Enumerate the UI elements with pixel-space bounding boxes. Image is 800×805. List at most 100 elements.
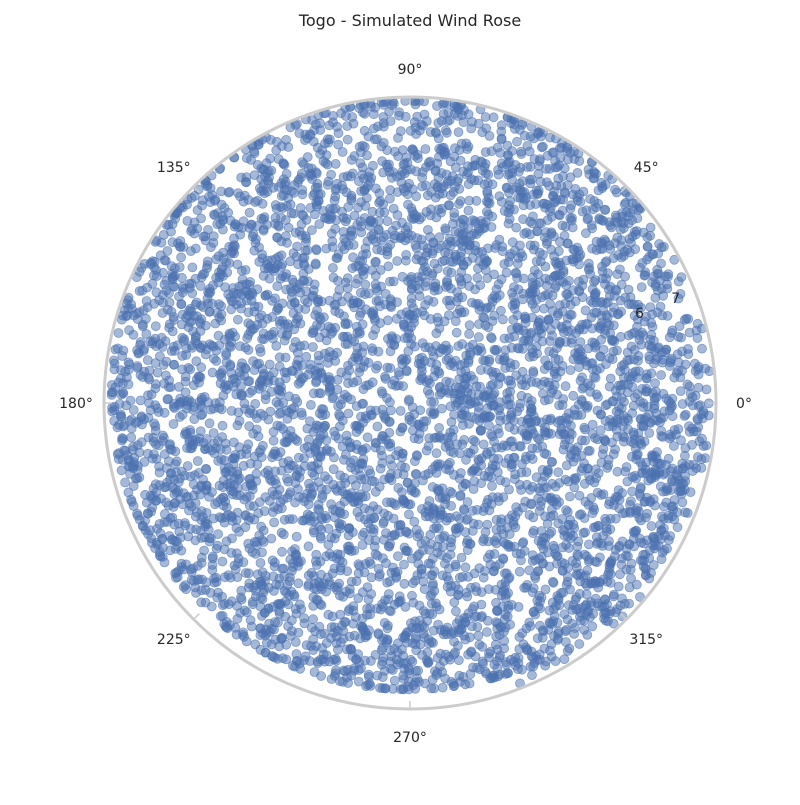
scatter-point (236, 303, 247, 314)
scatter-point (682, 379, 693, 390)
scatter-point (224, 328, 235, 339)
scatter-point (168, 281, 179, 292)
scatter-point (392, 659, 403, 670)
scatter-point (213, 251, 224, 262)
scatter-point (286, 292, 297, 303)
scatter-point (306, 461, 317, 472)
scatter-point (375, 683, 385, 693)
scatter-point (385, 116, 396, 126)
scatter-point (677, 497, 688, 508)
scatter-point (622, 476, 633, 487)
scatter-point (166, 468, 177, 478)
scatter-point (396, 230, 407, 241)
scatter-point (402, 222, 413, 233)
scatter-point (601, 273, 611, 284)
scatter-point (292, 436, 303, 446)
scatter-point (436, 116, 447, 126)
scatter-point (244, 421, 255, 432)
scatter-point (428, 296, 439, 307)
scatter-point (526, 499, 537, 510)
scatter-point (441, 127, 452, 138)
scatter-point (313, 499, 324, 510)
scatter-point (507, 167, 518, 178)
scatter-point (464, 678, 475, 689)
scatter-point (270, 617, 280, 627)
scatter-point (616, 235, 627, 246)
scatter-point (483, 471, 494, 482)
scatter-point (548, 348, 559, 359)
scatter-point (217, 420, 228, 431)
scatter-point (463, 141, 474, 152)
scatter-point (382, 362, 393, 373)
scatter-point (656, 370, 666, 380)
scatter-point (260, 394, 271, 405)
scatter-point (555, 337, 565, 348)
scatter-point (174, 262, 185, 273)
scatter-point (334, 409, 345, 420)
scatter-point (322, 159, 333, 170)
scatter-point (438, 532, 449, 543)
scatter-point (488, 566, 499, 577)
scatter-point (441, 376, 452, 387)
scatter-point (210, 398, 221, 409)
scatter-point (443, 200, 454, 211)
scatter-point (245, 290, 255, 301)
scatter-point (349, 210, 360, 221)
scatter-point (135, 370, 146, 380)
scatter-point (165, 444, 176, 455)
scatter-point (286, 208, 297, 219)
scatter-point (367, 160, 378, 171)
scatter-point (411, 469, 422, 480)
scatter-point (329, 627, 340, 638)
scatter-point (492, 142, 503, 153)
scatter-point (668, 504, 678, 515)
scatter-point (517, 628, 528, 639)
scatter-point (667, 463, 678, 474)
scatter-point (583, 264, 594, 275)
scatter-point (642, 535, 652, 546)
scatter-point (220, 467, 231, 478)
scatter-point (604, 217, 614, 228)
scatter-point (239, 605, 250, 616)
scatter-point (189, 414, 200, 425)
scatter-point (135, 395, 146, 406)
scatter-point (318, 422, 329, 433)
scatter-point (217, 556, 228, 567)
scatter-point (204, 418, 215, 429)
scatter-point (669, 441, 679, 451)
scatter-point (491, 344, 502, 355)
scatter-point (527, 670, 537, 680)
scatter-point (353, 676, 364, 687)
scatter-point (451, 511, 462, 522)
scatter-point (212, 540, 223, 551)
scatter-point (258, 525, 269, 536)
scatter-point (389, 675, 400, 686)
scatter-point (424, 433, 435, 444)
scatter-point (558, 394, 569, 404)
scatter-point (488, 112, 499, 123)
scatter-point (217, 365, 228, 376)
scatter-point (384, 541, 395, 552)
scatter-point (565, 452, 576, 463)
scatter-point (368, 527, 379, 538)
scatter-point (333, 249, 344, 260)
scatter-point (272, 232, 283, 243)
scatter-point (538, 388, 548, 399)
scatter-point (463, 649, 474, 660)
scatter-point (562, 571, 573, 582)
scatter-point (534, 590, 545, 601)
scatter-point (376, 659, 387, 670)
scatter-point (397, 422, 408, 433)
scatter-point (245, 326, 256, 337)
scatter-point (448, 678, 459, 689)
scatter-point (572, 541, 583, 552)
scatter-point (266, 165, 277, 176)
scatter-point (239, 190, 250, 201)
scatter-point (481, 255, 492, 266)
scatter-point (251, 413, 262, 424)
scatter-point (449, 108, 460, 119)
scatter-point (606, 555, 617, 566)
scatter-point (342, 436, 353, 447)
scatter-point (672, 522, 683, 533)
